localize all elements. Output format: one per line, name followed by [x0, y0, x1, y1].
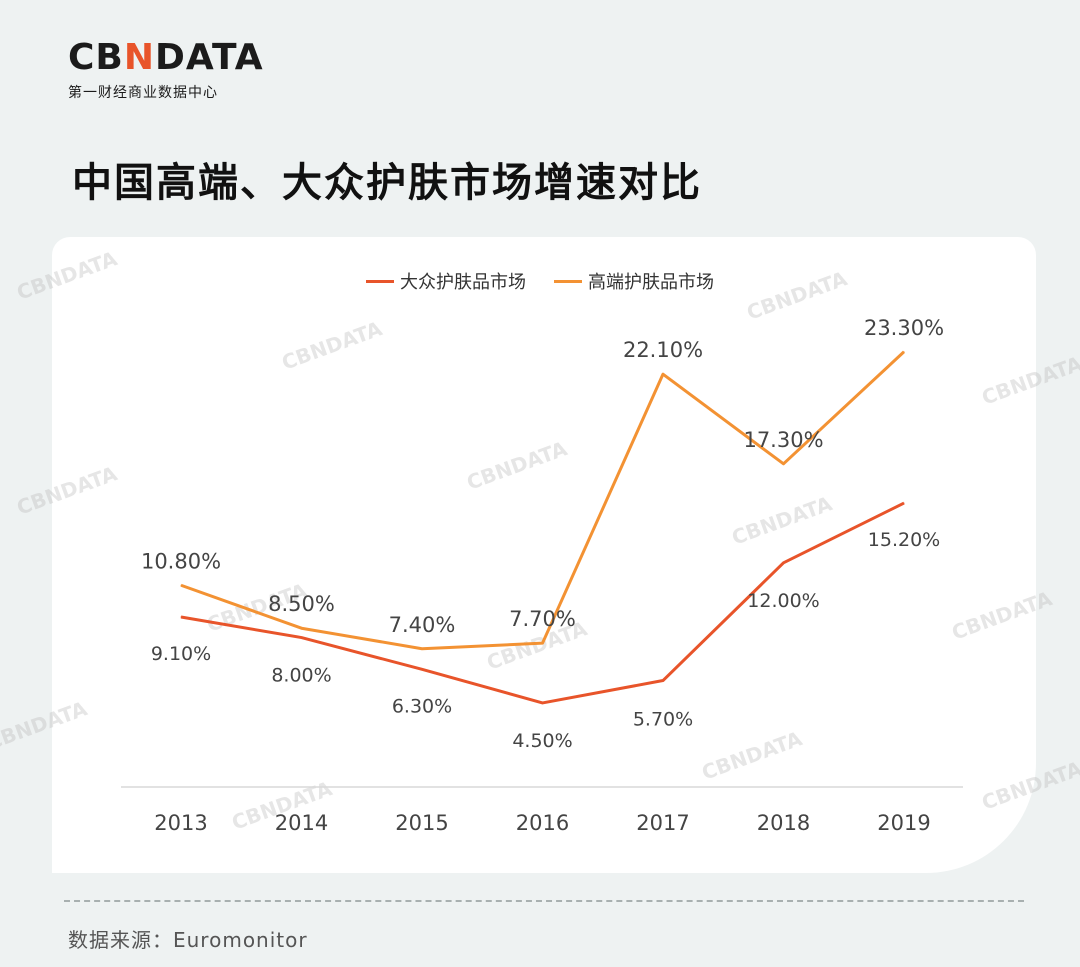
watermark-4: CBNDATA [979, 351, 1080, 410]
watermark-13: CBNDATA [0, 696, 91, 755]
x-tick-label-2018: 2018 [757, 811, 810, 835]
chart-card [52, 237, 1036, 873]
x-tick-label-2013: 2013 [154, 811, 207, 835]
data-label-s1-2013: 10.80% [141, 549, 221, 573]
logo-prefix: CB [68, 37, 124, 78]
data-label-s0-2014: 8.00% [271, 665, 331, 687]
legend-swatch-mass [366, 279, 394, 283]
data-label-s1-2015: 7.40% [389, 613, 456, 637]
chart-legend: 大众护肤品市场 高端护肤品市场 [0, 268, 1080, 294]
data-label-s1-2018: 17.30% [743, 428, 823, 452]
data-label-s0-2016: 4.50% [512, 730, 572, 752]
x-tick-label-2014: 2014 [275, 811, 328, 835]
data-point-s1-2016 [542, 642, 543, 644]
brand-logo: CBNDATA 第一财经商业数据中心 [68, 38, 264, 102]
data-label-s0-2013: 9.10% [151, 643, 211, 665]
data-point-s0-2014 [301, 637, 302, 639]
data-point-s1-2013 [180, 584, 182, 586]
page-title: 中国高端、大众护肤市场增速对比 [72, 160, 702, 206]
data-label-s1-2019: 23.30% [864, 316, 944, 340]
data-label-s0-2017: 5.70% [633, 709, 693, 731]
legend-swatch-premium [554, 279, 582, 283]
data-point-s1-2015 [421, 648, 423, 650]
watermark-2: CBNDATA [14, 461, 121, 520]
data-label-s1-2014: 8.50% [268, 592, 335, 616]
x-tick-label-2015: 2015 [395, 811, 448, 835]
watermark-9: CBNDATA [699, 726, 806, 785]
data-label-s0-2018: 12.00% [747, 590, 819, 612]
logo-accent-letter: N [123, 37, 155, 78]
data-label-s0-2019: 15.20% [868, 529, 940, 551]
watermark-10: CBNDATA [979, 756, 1080, 815]
data-point-s1-2017 [662, 373, 664, 375]
watermark-1: CBNDATA [279, 316, 386, 375]
data-label-s0-2015: 6.30% [392, 695, 452, 717]
logo-suffix: DATA [155, 37, 264, 78]
watermark-6: CBNDATA [729, 491, 836, 550]
x-tick-label-2017: 2017 [636, 811, 689, 835]
data-point-s0-2017 [662, 680, 664, 682]
data-point-s0-2018 [783, 562, 784, 564]
data-point-s0-2013 [180, 616, 182, 618]
data-source: 数据来源：Euromonitor [68, 928, 308, 952]
data-point-s0-2016 [542, 702, 543, 704]
x-tick-label-2019: 2019 [877, 811, 930, 835]
data-point-s1-2019 [903, 351, 905, 353]
legend-label-mass: 大众护肤品市场 [400, 272, 526, 293]
legend-item-mass: 大众护肤品市场 [366, 268, 526, 294]
legend-item-premium: 高端护肤品市场 [554, 268, 714, 294]
data-label-s1-2017: 22.10% [623, 338, 703, 362]
logo-wordmark: CBNDATA [68, 38, 264, 78]
data-point-s1-2018 [783, 463, 784, 465]
data-point-s0-2019 [903, 502, 905, 504]
x-tick-label-2016: 2016 [516, 811, 569, 835]
watermark-12: CBNDATA [464, 436, 571, 495]
data-point-s1-2014 [301, 627, 302, 629]
data-point-s0-2015 [421, 668, 423, 670]
data-label-s1-2016: 7.70% [509, 607, 576, 631]
legend-label-premium: 高端护肤品市场 [588, 272, 714, 293]
watermark-7: CBNDATA [949, 586, 1056, 645]
logo-subtitle: 第一财经商业数据中心 [68, 85, 218, 101]
footer-divider [64, 900, 1024, 902]
